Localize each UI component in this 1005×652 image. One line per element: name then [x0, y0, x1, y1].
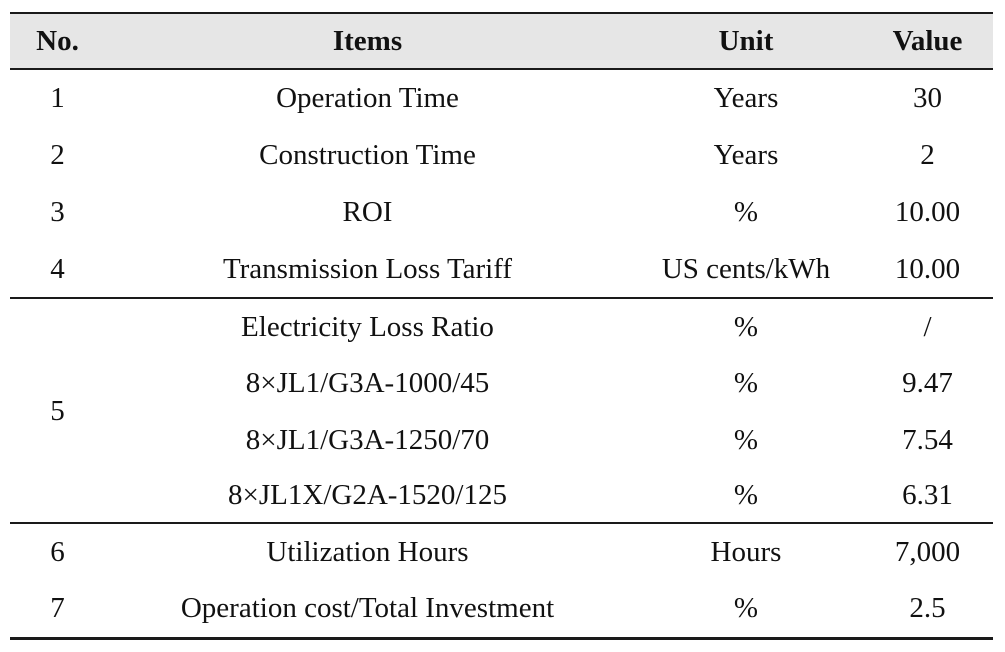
row-2-no: 2: [50, 139, 65, 171]
row-5a-value: /: [923, 310, 932, 343]
header-unit: Unit: [718, 24, 774, 57]
row-5c-item: 8×JL1/G3A-1250/70: [245, 423, 490, 456]
row-5b-unit: %: [733, 367, 759, 399]
group-rule-2: [10, 522, 993, 524]
row-5a-item: Electricity Loss Ratio: [241, 310, 494, 343]
row-5c-unit: %: [733, 423, 759, 456]
row-5-no: 5: [50, 394, 65, 427]
row-5b-value: 9.47: [902, 367, 953, 399]
row-2-unit: Years: [713, 139, 779, 171]
row-5d-value: 6.31: [902, 478, 953, 511]
row-5d-item: 8×JL1X/G2A-1520/125: [228, 478, 507, 511]
row-5a-unit: %: [733, 310, 759, 343]
row-3-unit: %: [733, 196, 759, 228]
header-rule: [10, 68, 993, 70]
header-value: Value: [892, 24, 963, 57]
row-5d-unit: %: [733, 478, 759, 511]
row-1-unit: Years: [713, 82, 779, 114]
row-4-unit: US cents/kWh: [661, 252, 831, 285]
row-7-value: 2.5: [909, 592, 946, 624]
row-1-value: 30: [913, 82, 942, 114]
row-1-no: 1: [50, 82, 65, 114]
row-5b-item: 8×JL1/G3A-1000/45: [245, 367, 490, 399]
row-1-item: Operation Time: [276, 82, 459, 114]
row-6-unit: Hours: [710, 535, 782, 568]
row-3-no: 3: [50, 196, 65, 228]
bottom-rule: [10, 637, 993, 640]
row-6-value: 7,000: [894, 535, 961, 568]
row-7-item: Operation cost/Total Investment: [180, 592, 555, 624]
row-3-value: 10.00: [894, 196, 961, 228]
row-7-unit: %: [733, 592, 759, 624]
row-3-item: ROI: [342, 196, 393, 228]
row-7-no: 7: [50, 592, 65, 624]
row-4-no: 4: [50, 252, 65, 285]
group-rule-1: [10, 297, 993, 299]
row-5c-value: 7.54: [902, 423, 953, 456]
header-row: [10, 14, 993, 68]
row-4-item: Transmission Loss Tariff: [222, 252, 513, 285]
header-items: Items: [332, 24, 403, 57]
top-rule: [10, 12, 993, 15]
row-2-item: Construction Time: [259, 139, 476, 171]
header-no: No.: [36, 24, 79, 57]
row-6-item: Utilization Hours: [266, 535, 469, 568]
row-2-value: 2: [920, 139, 935, 171]
row-4-value: 10.00: [894, 252, 961, 285]
row-6-no: 6: [50, 535, 65, 568]
